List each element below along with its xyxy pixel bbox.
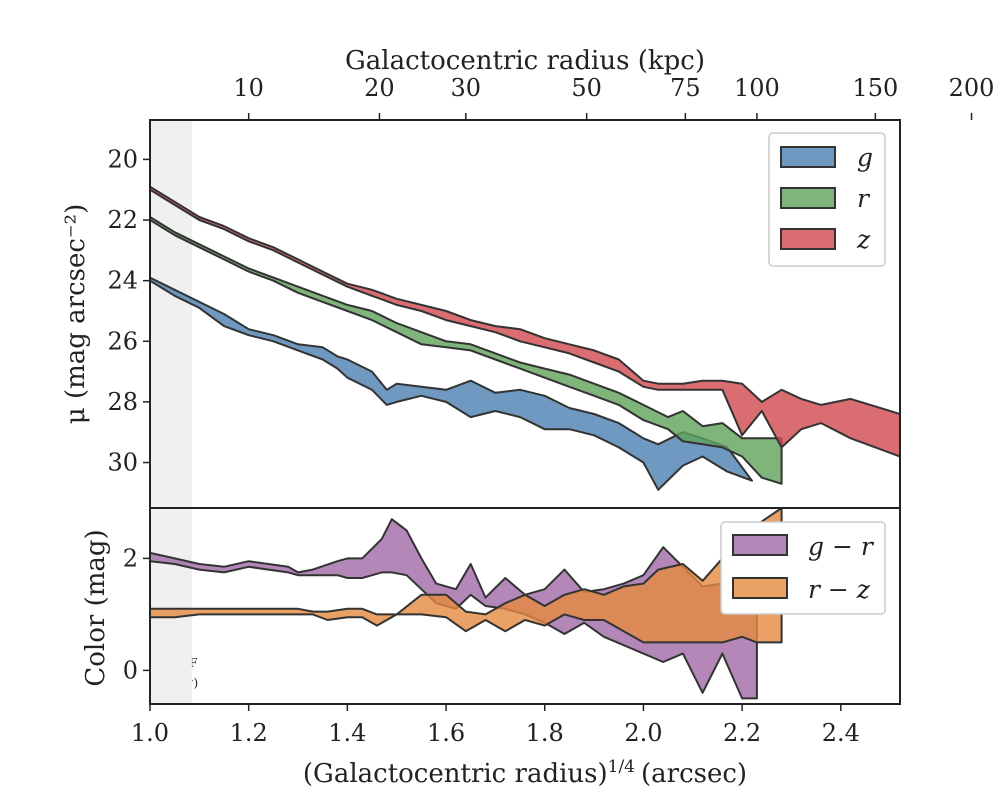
- bottom-xtick-label-2: 2.0: [624, 719, 662, 747]
- bottom-axis-title-main: (Galactocentric radius): [303, 759, 608, 789]
- bottom-legend: g − r r − z: [720, 521, 886, 615]
- band-g: [150, 276, 753, 491]
- bottom-ytick-label-0: 0: [123, 656, 138, 684]
- bottom-xtick-label-1.6: 1.6: [427, 719, 465, 747]
- legend-swatch-r-z: [732, 577, 788, 599]
- legend-label-z: z: [856, 225, 871, 254]
- bottom-panel-ylabel: Color (mag): [81, 529, 111, 686]
- top-xtick-label-50: 50: [571, 74, 602, 102]
- top-xtick-label-30: 30: [451, 74, 482, 102]
- bottom-axis-title-unit: (arcsec): [641, 759, 747, 789]
- bottom-xtick-label-1: 1.0: [131, 719, 169, 747]
- legend-label-g: g: [857, 143, 873, 172]
- top-ytick-label-26: 26: [107, 327, 138, 355]
- bottom-xtick-label-1.2: 1.2: [230, 719, 268, 747]
- top-panel-ylabel: μ (mag arcsec⁻²): [61, 204, 91, 424]
- top-ytick-label-22: 22: [107, 206, 138, 234]
- top-ytick-label-20: 20: [107, 145, 138, 173]
- top-xtick-label-200: 200: [949, 74, 995, 102]
- top-axis-title: Galactocentric radius (kpc): [345, 46, 705, 76]
- band-r-z: [150, 508, 783, 644]
- psf-band-top: [150, 120, 192, 508]
- legend-swatch-r: [780, 187, 836, 209]
- top-ytick-label-28: 28: [107, 388, 138, 416]
- top-xtick-label-10: 10: [233, 74, 264, 102]
- bottom-axis-title-sup: 1/4: [608, 757, 635, 777]
- band-z: [150, 185, 900, 458]
- bottom-axis-title: (Galactocentric radius)1/4 (arcsec): [303, 757, 747, 789]
- bottom-ytick-label-2: 2: [123, 544, 138, 572]
- legend-swatch-g: [780, 146, 836, 168]
- psf-band-bottom: [150, 508, 192, 704]
- legend-swatch-z: [780, 228, 836, 250]
- band-r: [150, 216, 783, 485]
- legend-swatch-g-r: [732, 534, 788, 556]
- top-xtick-label-150: 150: [852, 74, 898, 102]
- legend-label-r-z: r − z: [808, 575, 871, 604]
- bottom-xtick-label-1.4: 1.4: [328, 719, 366, 747]
- bottom-xtick-label-2.4: 2.4: [822, 719, 860, 747]
- top-xtick-label-100: 100: [734, 74, 780, 102]
- top-xtick-label-20: 20: [364, 74, 395, 102]
- top-ytick-label-24: 24: [107, 267, 138, 295]
- bottom-xtick-label-1.8: 1.8: [526, 719, 564, 747]
- top-xtick-label-75: 75: [670, 74, 701, 102]
- bottom-panel-frame: [149, 507, 901, 705]
- bottom-xtick-label-2.2: 2.2: [723, 719, 761, 747]
- top-ytick-label-30: 30: [107, 449, 138, 477]
- top-legend: g r z: [768, 132, 886, 267]
- legend-label-g-r: g − r: [808, 532, 875, 561]
- legend-label-r: r: [857, 184, 871, 213]
